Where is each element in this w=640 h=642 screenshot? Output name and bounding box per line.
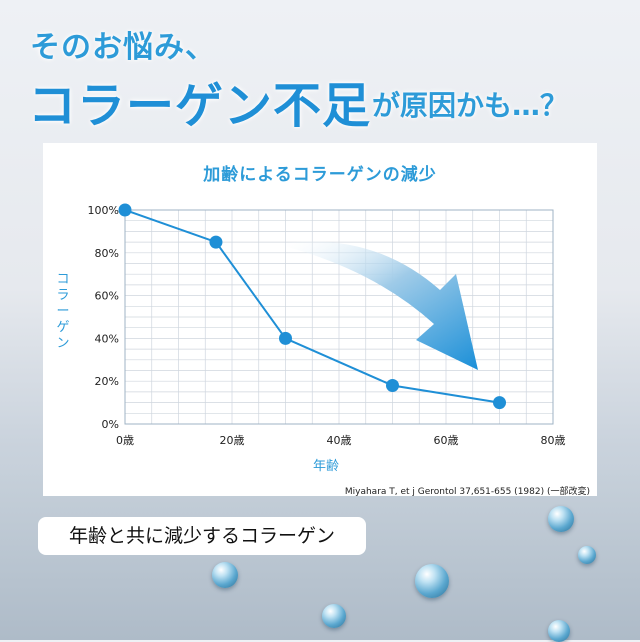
x-tick-label: 20歳 [220,434,245,447]
water-drop [548,506,574,532]
water-drop [415,564,449,598]
x-tick-label: 80歳 [541,434,566,447]
chart-card [43,143,597,496]
x-tick-label: 0歳 [116,434,134,447]
water-drop [548,620,570,642]
y-tick-label: 100% [88,204,119,217]
headline-line1: そのお悩み、 [30,30,216,65]
water-drop [212,562,238,588]
y-axis-label: コラーゲン [56,272,70,351]
downward-arrow [276,241,478,370]
water-drop [578,546,596,564]
water-drop [322,604,346,628]
y-tick-label: 80% [95,247,119,260]
plot-frame [124,209,554,425]
y-tick-label: 20% [95,375,119,388]
data-point [386,378,399,392]
data-point [279,331,292,345]
x-tick-label: 60歳 [434,434,459,447]
source-citation: Miyahara T, et j Gerontol 37,651-655 (19… [344,487,590,497]
x-axis-label: 年齢 [312,459,339,474]
data-point [493,396,506,410]
water-background [0,470,640,640]
chart-title: 加齢によるコラーゲンの減少 [203,165,437,185]
data-point [209,235,223,249]
x-tick-label: 40歳 [327,434,352,447]
y-tick-label: 40% [95,332,119,345]
caption-label: 年齢と共に減少するコラーゲン [38,517,366,555]
y-tick-label: 0% [102,418,119,431]
y-tick-label: 60% [95,290,119,303]
headline-main: コラーゲン不足 [28,78,372,134]
data-point [118,203,132,217]
headline-tail: が原因かも…？ [372,89,569,122]
